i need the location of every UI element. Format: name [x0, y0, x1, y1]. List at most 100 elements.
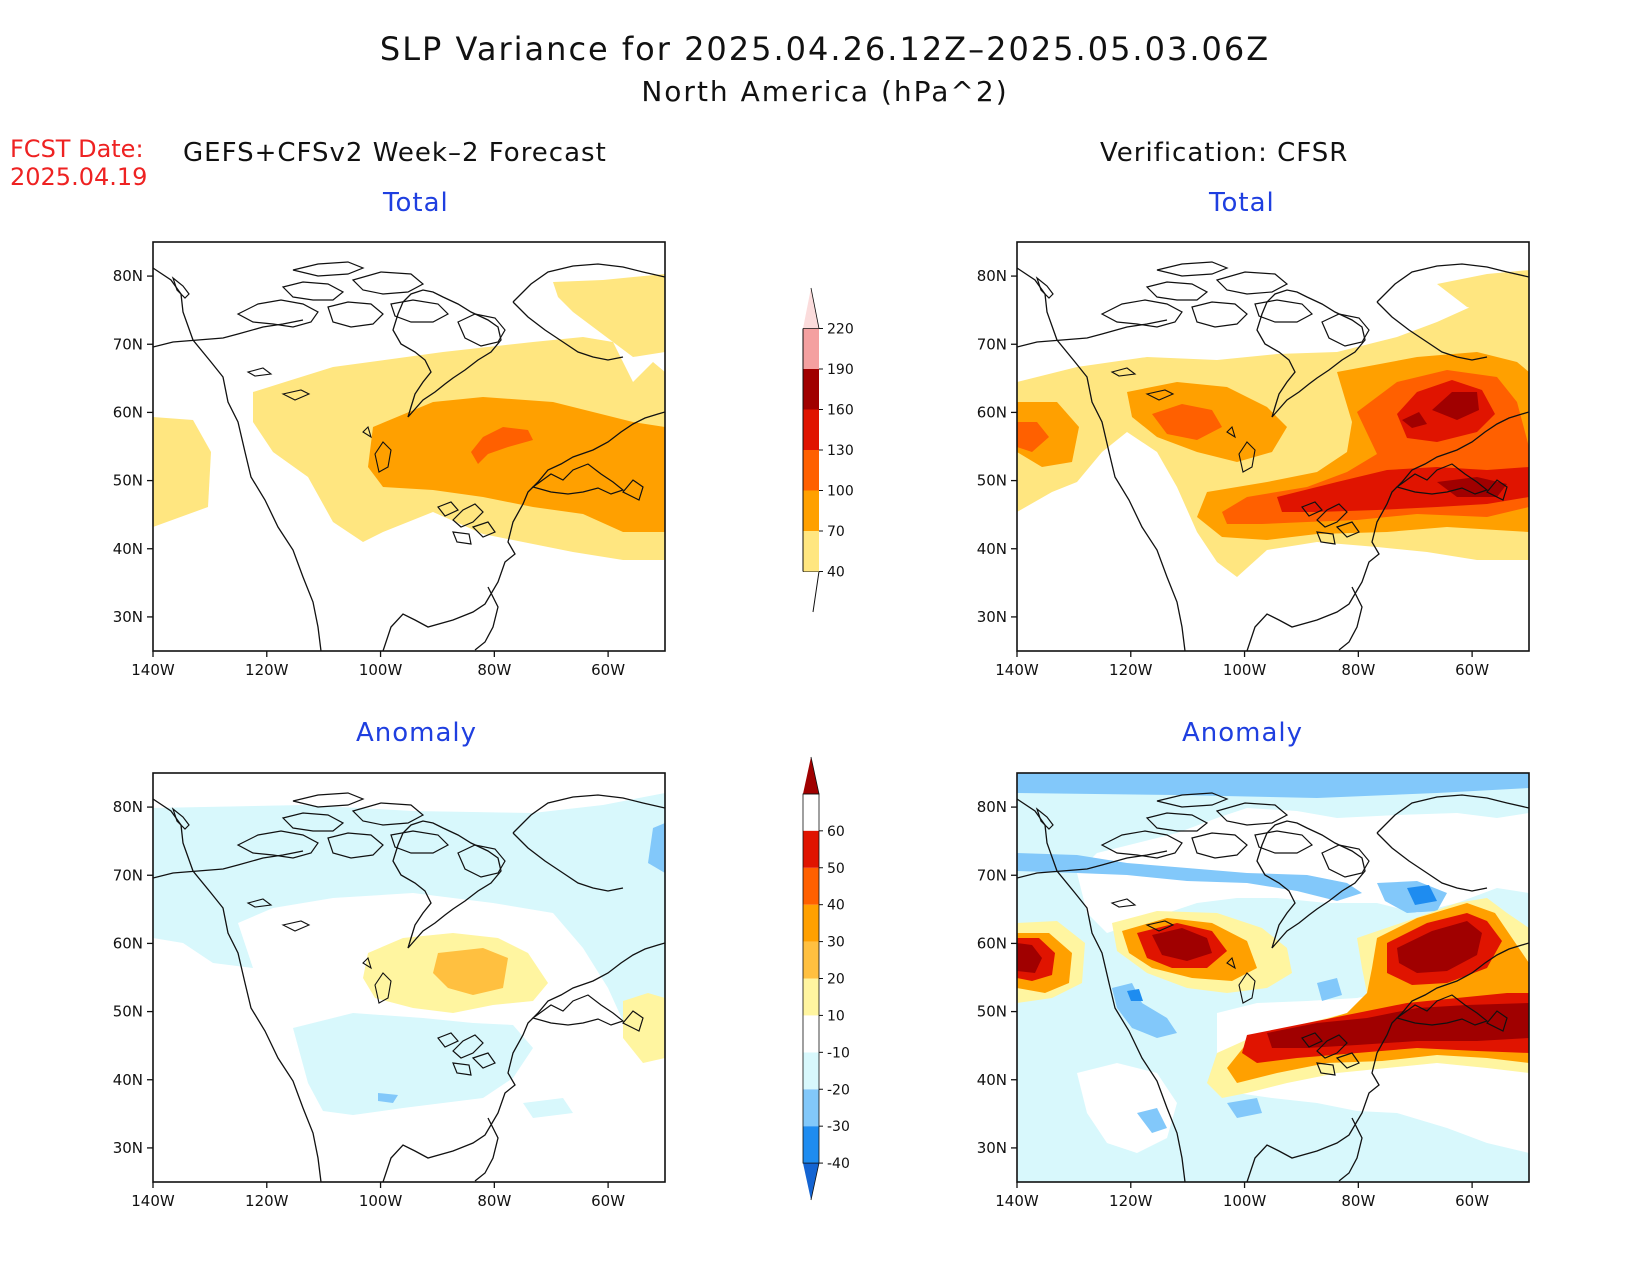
lat-tick-label: 40N — [977, 1071, 1007, 1089]
lon-tick-label: 60W — [1455, 1192, 1489, 1210]
verification-total-title: Total — [1209, 188, 1275, 218]
colorbar-label: 20 — [827, 972, 845, 988]
verification-total-axes: 140W 120W 100W 80W 60W 80N 70N 60N 50N 40N 30N — [977, 267, 1490, 679]
colorbar-segment — [803, 1015, 819, 1053]
main-title: SLP Variance for 2025.04.26.12Z–2025.05.… — [379, 30, 1271, 68]
colorbar-label: 40 — [827, 898, 845, 914]
colorbar-segment — [803, 1052, 819, 1090]
lat-tick-label: 50N — [113, 1003, 143, 1021]
colorbar-bottom-cap — [803, 571, 820, 613]
forecast-header: GEFS+CFSv2 Week–2 Forecast — [183, 138, 607, 168]
colorbar-label: 190 — [827, 362, 854, 378]
forecast-anomaly-field — [153, 793, 665, 1118]
verification-anomaly-map: 140W 120W 100W 80W 60W 80N 70N 60N 50N 40N 30N — [977, 772, 1530, 1210]
colorbar-segment — [803, 978, 819, 1016]
verification-total-field — [1017, 270, 1529, 577]
lon-tick-label: 140W — [995, 1192, 1039, 1210]
lat-tick-label: 30N — [113, 608, 143, 626]
verification-anomaly-title: Anomaly — [1182, 718, 1304, 748]
forecast-total-axes: 140W 120W 100W 80W 60W 80N 70N 60N 50N 40N 30N — [113, 267, 626, 679]
map-frame — [1016, 772, 1530, 1183]
lat-tick-label: 60N — [113, 934, 143, 952]
colorbar-label: 100 — [827, 484, 854, 500]
forecast-anomaly-axes: 140W 120W 100W 80W 60W 80N 70N 60N 50N 40N 30N — [113, 798, 626, 1210]
lat-tick-label: 80N — [113, 798, 143, 816]
lat-tick-label: 50N — [977, 1003, 1007, 1021]
lon-tick-label: 60W — [591, 1192, 625, 1210]
colorbar-segment — [803, 531, 819, 572]
forecast-total-map: 140W 120W 100W 80W 60W 80N 70N 60N 50N 40N 30N — [113, 241, 666, 679]
main-subtitle: North America (hPa^2) — [641, 75, 1009, 108]
lat-tick-label: 80N — [977, 798, 1007, 816]
lat-tick-label: 70N — [113, 335, 143, 353]
colorbar-label: 40 — [827, 565, 845, 581]
lon-tick-label: 120W — [245, 1192, 289, 1210]
map-frame — [152, 241, 666, 652]
lon-tick-label: 120W — [1109, 661, 1153, 679]
lon-tick-label: 100W — [1223, 1192, 1267, 1210]
colorbar-segment — [803, 490, 819, 531]
forecast-total-field — [153, 274, 665, 560]
lon-tick-label: 60W — [591, 661, 625, 679]
verification-total-map: 140W 120W 100W 80W 60W 80N 70N 60N 50N 40N 30N — [977, 241, 1530, 679]
colorbar-label: 30 — [827, 935, 845, 951]
forecast-total-title: Total — [383, 188, 449, 218]
colorbar-label: 50 — [827, 861, 845, 877]
lat-tick-label: 50N — [977, 472, 1007, 490]
map-frame — [1016, 241, 1530, 652]
forecast-anomaly-map: 140W 120W 100W 80W 60W 80N 70N 60N 50N 40N 30N — [113, 772, 666, 1210]
lat-tick-label: 60N — [113, 403, 143, 421]
verification-anomaly-axes: 140W 120W 100W 80W 60W 80N 70N 60N 50N 40N 30N — [977, 798, 1490, 1210]
lat-tick-label: 70N — [113, 866, 143, 884]
lat-tick-label: 30N — [977, 1139, 1007, 1157]
lat-tick-label: 40N — [977, 540, 1007, 558]
colorbar-segment — [803, 1126, 819, 1164]
colorbar-label: -30 — [827, 1119, 850, 1135]
verification-anomaly-field — [1017, 773, 1529, 1182]
colorbar-segment — [803, 328, 819, 369]
verification-header: Verification: CFSR — [1100, 138, 1349, 168]
colorbar-segment — [803, 409, 819, 450]
anomaly-colorbar: -40 -30 -20 -10 10 20 30 40 50 60 — [802, 756, 850, 1201]
colorbar-label: 60 — [827, 824, 845, 840]
lon-tick-label: 140W — [131, 1192, 175, 1210]
lon-tick-label: 140W — [131, 661, 175, 679]
lat-tick-label: 40N — [113, 540, 143, 558]
colorbar-label: 70 — [827, 524, 845, 540]
lon-tick-label: 80W — [1341, 661, 1375, 679]
lat-tick-label: 60N — [977, 934, 1007, 952]
colorbar-label: -20 — [827, 1082, 850, 1098]
lon-tick-label: 120W — [245, 661, 289, 679]
colorbar-label: 130 — [827, 443, 854, 459]
lon-tick-label: 80W — [1341, 1192, 1375, 1210]
colorbar-top-cap — [803, 756, 820, 795]
lon-tick-label: 140W — [995, 661, 1039, 679]
colorbar-label: -40 — [827, 1156, 850, 1172]
lat-tick-label: 80N — [977, 267, 1007, 285]
colorbar-segment — [803, 904, 819, 942]
lon-tick-label: 100W — [359, 1192, 403, 1210]
colorbar-segment — [803, 830, 819, 868]
lat-tick-label: 80N — [113, 267, 143, 285]
lat-tick-label: 30N — [113, 1139, 143, 1157]
colorbar-segment — [803, 369, 819, 410]
lat-tick-label: 40N — [113, 1071, 143, 1089]
lon-tick-label: 100W — [359, 661, 403, 679]
fcst-date-label: FCST Date: — [10, 135, 144, 163]
colorbar-segment — [803, 941, 819, 979]
forecast-anomaly-title: Anomaly — [356, 718, 478, 748]
colorbar-label: 160 — [827, 403, 854, 419]
lon-tick-label: 80W — [477, 1192, 511, 1210]
lat-tick-label: 50N — [113, 472, 143, 490]
fcst-date: FCST Date: 2025.04.19 — [10, 135, 147, 191]
fcst-date-value: 2025.04.19 — [10, 163, 148, 191]
lat-tick-label: 70N — [977, 335, 1007, 353]
colorbar-bottom-cap — [803, 1162, 820, 1201]
lon-tick-label: 80W — [477, 661, 511, 679]
colorbar-segment — [803, 450, 819, 491]
lat-tick-label: 70N — [977, 866, 1007, 884]
lat-tick-label: 60N — [977, 403, 1007, 421]
colorbar-top-cap — [803, 287, 820, 329]
colorbar-label: 10 — [827, 1008, 845, 1024]
